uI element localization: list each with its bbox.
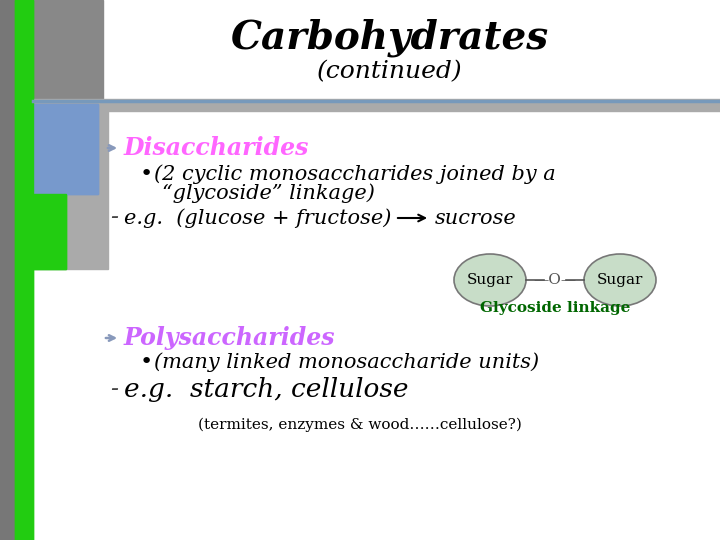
Text: Sugar: Sugar [467,273,513,287]
Ellipse shape [584,254,656,306]
Bar [15,0,33,540]
Text: “glycosi​de” linkage): “glycosi​de” linkage) [162,183,375,203]
Text: •: • [140,352,153,372]
Bar [0,0,12,540]
Bar [33,104,98,194]
Bar [33,194,66,269]
Text: Polysaccharides: Polysaccharides [124,326,336,350]
Ellipse shape [454,254,526,306]
Text: —O—: —O— [534,273,577,287]
Text: Carbohydrates: Carbohydrates [231,19,549,57]
Text: -: - [110,379,118,402]
Text: •: • [140,164,153,184]
Text: e.g.  (glucose + fructose): e.g. (glucose + fructose) [124,208,392,228]
Text: Sugar: Sugar [597,273,643,287]
Bar [15,0,33,540]
Bar [33,194,66,269]
Bar [0,0,15,540]
Text: e.g.  starch, cellulose: e.g. starch, cellulose [124,377,408,402]
Bar [12,0,87,105]
Bar [33,0,103,100]
Text: (2 cyclic monosaccharides joined by a: (2 cyclic monosaccharides joined by a [154,164,556,184]
Bar [33,99,720,111]
Text: Glycoside linkage: Glycoside linkage [480,301,630,315]
Text: -: - [110,206,118,230]
Bar [33,104,108,269]
Bar [33,104,98,194]
Text: (continued): (continued) [318,60,463,84]
Bar [12,0,102,105]
Text: sucrose: sucrose [435,208,517,227]
Text: (termites, enzymes & wood……cellulose?): (termites, enzymes & wood……cellulose?) [198,418,522,432]
Text: (many linked monosaccharide units): (many linked monosaccharide units) [154,352,539,372]
Text: Disaccharides: Disaccharides [124,136,310,160]
